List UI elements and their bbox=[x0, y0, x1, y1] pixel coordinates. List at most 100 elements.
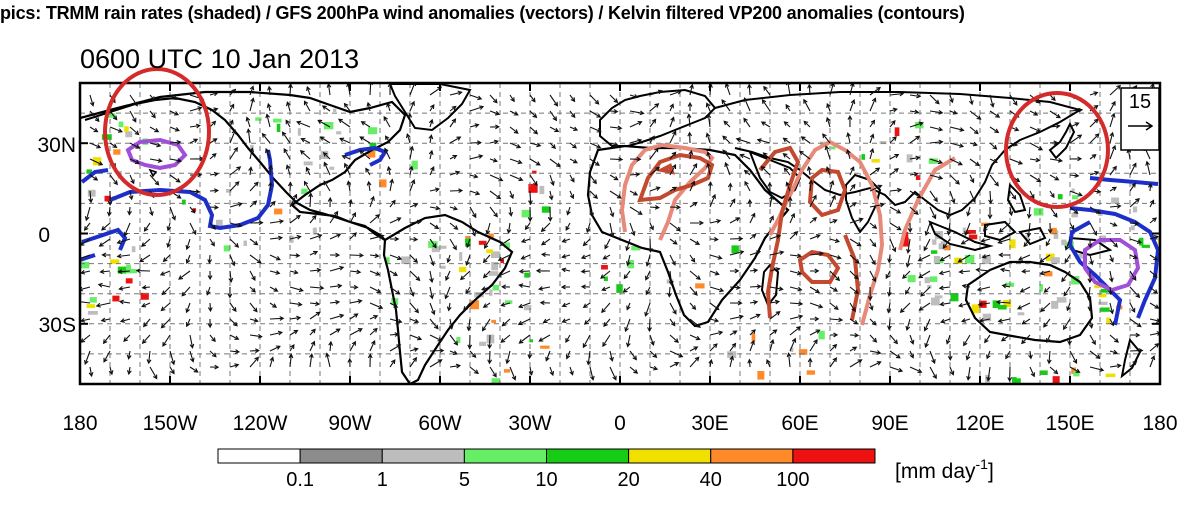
latitude-labels: 30N 0 30S bbox=[37, 134, 76, 337]
wind-vector bbox=[1069, 222, 1075, 231]
wind-vector bbox=[649, 350, 658, 358]
wind-vector bbox=[343, 162, 351, 176]
wind-vector bbox=[689, 201, 698, 208]
colorbar-label: 100 bbox=[776, 469, 809, 491]
wind-vector bbox=[969, 110, 982, 120]
wind-vector bbox=[1049, 140, 1059, 146]
wind-vector bbox=[489, 158, 498, 163]
wind-vector bbox=[602, 254, 611, 260]
wind-vector bbox=[160, 302, 171, 312]
wind-vector bbox=[100, 317, 111, 323]
coastline-australia bbox=[964, 260, 1094, 344]
wind-vector bbox=[769, 215, 774, 224]
wind-vector bbox=[83, 222, 91, 232]
wind-vector bbox=[760, 165, 771, 176]
wind-vector bbox=[1064, 254, 1071, 264]
wind-vector bbox=[289, 344, 295, 352]
rain-cell bbox=[521, 209, 531, 218]
wind-vector bbox=[1069, 156, 1083, 162]
wind-vector bbox=[789, 230, 799, 240]
wind-vector bbox=[629, 366, 639, 374]
wind-vector bbox=[905, 318, 911, 332]
rain-cell bbox=[1012, 377, 1017, 384]
wind-vector bbox=[645, 286, 651, 296]
wind-vector bbox=[289, 253, 301, 258]
colorbar-label: 10 bbox=[535, 469, 557, 491]
wind-vector bbox=[1029, 126, 1042, 133]
wind-vector bbox=[449, 363, 462, 369]
wind-vector bbox=[98, 238, 111, 247]
wind-vector bbox=[809, 251, 824, 257]
wind-vector bbox=[769, 250, 785, 256]
wind-vector bbox=[162, 334, 171, 347]
wind-vector bbox=[589, 158, 600, 166]
rain-cell bbox=[1071, 188, 1075, 193]
rain-cell bbox=[1138, 237, 1144, 246]
wind-vector bbox=[769, 338, 775, 352]
wind-vector bbox=[527, 206, 533, 223]
wind-vector bbox=[528, 366, 534, 376]
wind-vector bbox=[787, 196, 793, 208]
wind-vector bbox=[869, 147, 875, 160]
wind-vector bbox=[1064, 238, 1071, 251]
colorbar-swatch bbox=[463, 448, 547, 464]
wind-vector bbox=[246, 128, 252, 144]
wind-vector bbox=[366, 180, 372, 192]
wind-vector bbox=[909, 171, 919, 177]
wind-vector bbox=[1049, 110, 1061, 119]
wind-vector bbox=[249, 200, 258, 208]
wind-vector bbox=[249, 270, 256, 282]
wind-vector bbox=[1063, 318, 1071, 331]
wind-vector bbox=[609, 125, 623, 131]
rain-cell bbox=[1044, 271, 1053, 277]
wind-vector bbox=[966, 206, 971, 217]
lon-label: 90W bbox=[328, 412, 371, 435]
wind-vector bbox=[429, 270, 434, 284]
wind-vector bbox=[529, 158, 541, 166]
wind-vector bbox=[789, 314, 804, 320]
wind-vector bbox=[889, 167, 899, 176]
lon-label: 0 bbox=[614, 412, 626, 435]
wind-vector bbox=[809, 316, 820, 322]
wind-vector bbox=[708, 358, 714, 368]
wind-vector bbox=[408, 165, 414, 176]
wind-vector bbox=[949, 142, 965, 148]
wind-vector bbox=[482, 302, 491, 308]
wind-vector bbox=[803, 120, 811, 128]
wind-vector bbox=[829, 286, 839, 292]
wind-vector bbox=[909, 366, 923, 373]
wind-vector bbox=[429, 348, 445, 353]
wind-vector bbox=[428, 149, 434, 160]
wind-vector bbox=[917, 254, 931, 262]
rain-cell bbox=[1017, 312, 1025, 316]
wind-vector bbox=[938, 270, 951, 276]
wind-vector bbox=[958, 269, 971, 275]
wind-vector bbox=[569, 142, 577, 149]
colorbar-swatch bbox=[217, 448, 301, 464]
wind-vector bbox=[482, 270, 491, 279]
wind-vector bbox=[609, 222, 615, 238]
wind-vector bbox=[545, 350, 551, 362]
rain-cell bbox=[938, 258, 944, 264]
rain-cell bbox=[798, 349, 808, 355]
wind-vector bbox=[709, 254, 723, 260]
wind-vector bbox=[481, 318, 491, 332]
wind-vector bbox=[1109, 186, 1117, 192]
rain-cell bbox=[303, 161, 313, 166]
wind-vector bbox=[269, 286, 279, 292]
rain-cell bbox=[914, 121, 924, 129]
wind-vector bbox=[518, 302, 531, 309]
wind-vector bbox=[169, 94, 178, 101]
wind-vector bbox=[466, 318, 472, 332]
wind-vector bbox=[705, 132, 711, 144]
wind-vector bbox=[409, 236, 419, 242]
wind-vector bbox=[369, 327, 378, 336]
wind-vector bbox=[469, 350, 477, 359]
rain-cell bbox=[603, 276, 608, 282]
wind-vector bbox=[766, 359, 771, 368]
rain-cell bbox=[1111, 197, 1120, 204]
wind-vector bbox=[961, 318, 971, 323]
wind-vector bbox=[743, 97, 751, 112]
wind-vector bbox=[969, 141, 978, 147]
wind-vector bbox=[309, 311, 321, 320]
